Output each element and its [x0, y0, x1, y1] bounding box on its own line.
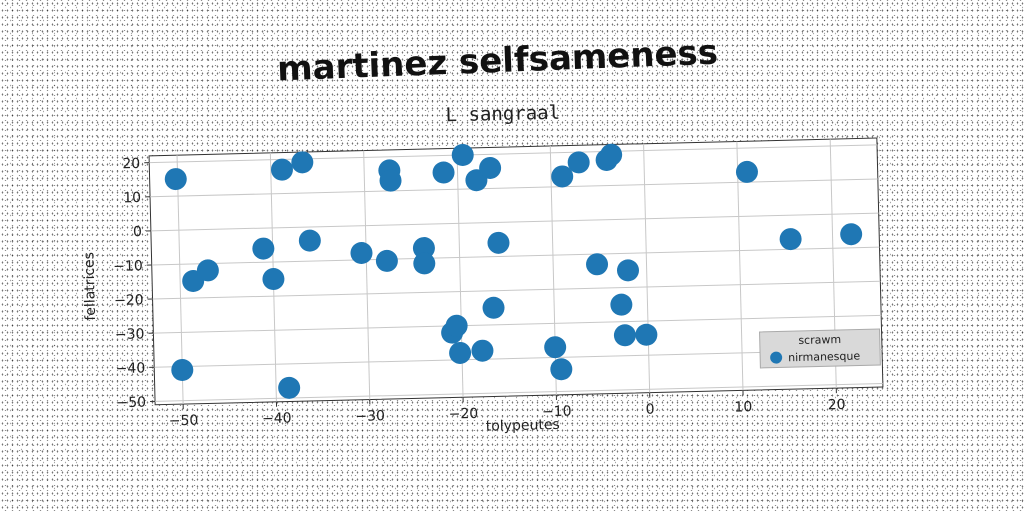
data-point	[196, 259, 219, 282]
data-point	[567, 151, 590, 174]
grid-line-y	[151, 246, 880, 266]
data-point	[451, 143, 474, 166]
x-axis-ticks: −50 −40 −30 −20 −10 0 10 20	[169, 388, 846, 430]
x-tick-label: −10	[542, 404, 572, 421]
y-axis-label: fellatrices	[81, 252, 99, 321]
x-tick-label: −20	[448, 406, 478, 423]
data-point	[613, 324, 636, 347]
data-point	[449, 341, 472, 364]
data-point	[171, 358, 194, 381]
data-point	[586, 253, 609, 276]
y-tick-label: −20	[114, 292, 144, 309]
data-point	[278, 376, 301, 399]
data-point	[350, 242, 373, 265]
data-point	[291, 151, 314, 174]
grid-line-x	[736, 141, 744, 391]
data-point	[735, 160, 758, 183]
grid-line-y	[153, 314, 882, 334]
data-point	[432, 161, 455, 184]
data-point	[270, 158, 293, 181]
legend-series-label: nirmanesque	[788, 350, 861, 365]
data-point	[445, 314, 468, 337]
y-tick-label: −10	[113, 258, 143, 275]
data-point	[379, 169, 402, 192]
legend: scrawm nirmanesque	[759, 328, 881, 369]
data-point	[551, 165, 574, 188]
data-point	[262, 268, 285, 291]
data-point	[298, 229, 321, 252]
data-point	[471, 339, 494, 362]
data-point	[412, 237, 435, 260]
data-point	[635, 323, 658, 346]
grid-line-y	[155, 383, 883, 402]
data-point	[479, 156, 502, 179]
y-tick-label: 20	[122, 156, 140, 172]
plot-background	[148, 137, 884, 406]
data-point	[616, 259, 639, 282]
x-tick-label: 0	[645, 402, 654, 418]
data-point	[252, 237, 275, 260]
x-tick-label: 20	[828, 397, 846, 413]
y-tick-label: 0	[133, 224, 142, 240]
plot-area: −50 −40 −30 −20 −10 0 10 20 −50 −40 −30 −20 −10 0 10 2…	[81, 137, 884, 435]
data-point	[375, 249, 398, 272]
grid-line-y	[149, 144, 878, 164]
data-point	[482, 296, 505, 319]
y-tick-label: 10	[123, 190, 141, 206]
grid-line-y	[150, 178, 878, 198]
grid-line-y	[152, 280, 881, 300]
y-tick-label: −40	[116, 360, 146, 377]
grid-line-x	[363, 150, 371, 400]
x-tick-label: −40	[262, 410, 292, 427]
data-points	[164, 143, 863, 399]
data-point	[550, 358, 573, 381]
legend-box	[759, 328, 881, 369]
legend-title: scrawm	[798, 333, 841, 347]
data-point	[600, 143, 623, 166]
y-tick-label: −30	[115, 326, 145, 343]
legend-marker	[770, 351, 783, 364]
chart-subtitle: L sangraal	[445, 102, 560, 126]
data-point	[544, 336, 567, 359]
x-axis-label: tolypeutes	[486, 417, 560, 435]
chart-title: martinez selfsameness	[276, 33, 718, 90]
grid-line-y	[150, 212, 879, 232]
data-point	[413, 252, 436, 275]
data-point	[840, 223, 863, 246]
data-point	[487, 231, 510, 254]
data-point	[779, 228, 802, 251]
x-tick-label: 10	[734, 399, 752, 415]
x-tick-label: −30	[355, 408, 385, 425]
x-tick-label: −50	[169, 413, 199, 430]
y-axis-ticks: −50 −40 −30 −20 −10 0 10 20	[113, 156, 156, 412]
grid-line-x	[643, 143, 651, 393]
data-point	[164, 168, 187, 191]
y-tick-label: −50	[116, 395, 146, 412]
data-point	[610, 293, 633, 316]
